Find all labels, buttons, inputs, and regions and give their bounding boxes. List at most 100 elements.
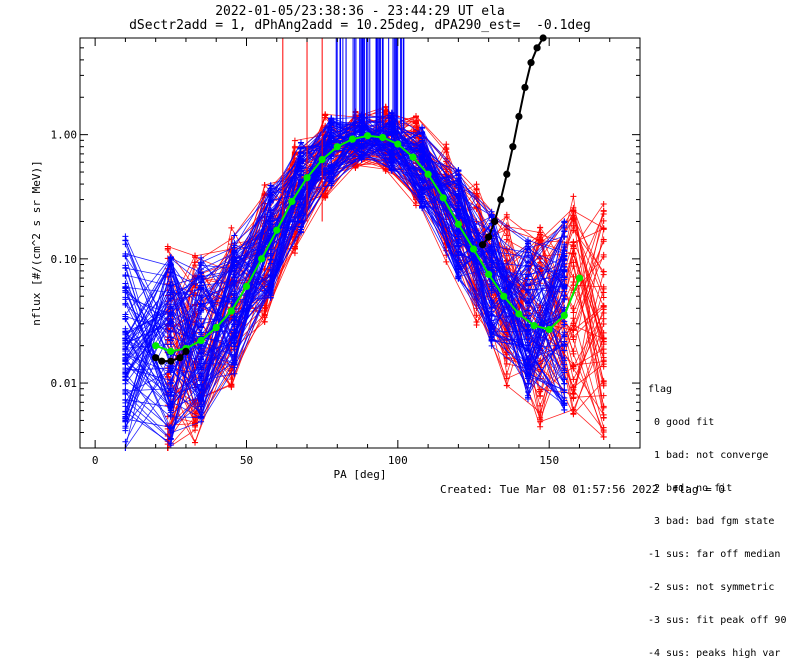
spectrum-point	[388, 158, 395, 165]
spectrum-point	[122, 311, 129, 318]
series-point-0	[439, 194, 447, 202]
spectrum-point	[561, 387, 568, 394]
spectrum-point	[488, 297, 495, 304]
series-point-0	[575, 274, 584, 282]
spectrum-point	[192, 439, 199, 446]
spectrum-point	[488, 246, 495, 253]
spectrum-point	[600, 341, 607, 348]
spectrum-point	[297, 144, 304, 151]
spectrum-point	[231, 332, 238, 339]
spectrum-point	[600, 354, 607, 361]
plot-frame	[79, 37, 641, 449]
spectrum-point	[455, 257, 462, 264]
legend-item: -1 sus: far off median	[648, 549, 781, 560]
spectrum-line	[125, 147, 565, 406]
spectrum-point	[600, 251, 607, 258]
spectrum-point	[570, 243, 577, 250]
spectrum-point	[525, 282, 531, 289]
spectrum-point	[561, 394, 568, 401]
spectrum-point	[570, 363, 577, 370]
spectrum-point	[600, 329, 607, 336]
spectrum-line	[125, 124, 565, 390]
spectrum-point	[231, 339, 238, 346]
spectrum-point	[164, 245, 171, 252]
spectrum-point	[122, 351, 129, 358]
spectrum-point	[570, 227, 577, 234]
spectrum-point	[167, 319, 174, 326]
series-point-0	[545, 325, 553, 334]
spectrum-point	[198, 260, 205, 267]
series-point-0	[469, 245, 478, 253]
spectrum-point	[525, 312, 531, 319]
spectrum-point	[561, 380, 568, 387]
spectrum-point	[600, 335, 607, 342]
spectrum-point	[455, 230, 462, 237]
spectrum-point	[198, 266, 205, 273]
spectrum-point	[413, 124, 419, 131]
series-point-2	[497, 195, 505, 204]
spectrum-point	[561, 256, 568, 263]
spectrum-point	[291, 245, 298, 252]
series-point-1	[152, 354, 160, 362]
spectrum-point	[600, 217, 607, 224]
spectrum-point	[228, 224, 235, 231]
spectrum-point	[122, 328, 129, 335]
series-point-0	[409, 153, 417, 161]
spectrum-point	[600, 200, 607, 207]
series-point-0	[348, 135, 357, 143]
spectrum-point	[297, 210, 304, 217]
spectrum-point	[358, 142, 365, 149]
spectrum-point	[600, 289, 607, 296]
spectrum-point	[388, 149, 395, 156]
spectrum-point	[525, 258, 531, 265]
spectrum-point	[328, 163, 335, 170]
series-point-0	[394, 140, 402, 148]
spectrum-point	[122, 360, 129, 367]
spectrum-point	[198, 364, 205, 371]
series-point-0	[258, 255, 266, 263]
spectrum-point	[167, 369, 174, 376]
spectrum-point	[473, 185, 480, 192]
spectrum-point	[358, 152, 365, 159]
spectrum-point	[503, 360, 510, 367]
spectrum-point	[525, 363, 531, 370]
spectrum-point	[419, 196, 426, 203]
spectrum-point	[267, 217, 274, 224]
spectrum-point	[231, 297, 238, 304]
spectrum-point	[231, 267, 238, 274]
spectrum-point	[328, 120, 335, 127]
spectrum-point	[488, 258, 495, 265]
spectrum-point	[488, 287, 495, 294]
spectrum-point	[561, 244, 568, 251]
spectrum-point	[231, 232, 238, 239]
series-point-0	[424, 170, 432, 178]
spectrum-point	[267, 206, 274, 213]
series-point-2	[509, 143, 517, 151]
y-tick-label: 0.10	[51, 253, 78, 266]
spectrum-point	[297, 218, 304, 225]
spectrum-point	[561, 361, 568, 368]
spectrum-point	[388, 128, 395, 135]
x-tick-label: 0	[92, 454, 99, 467]
spectrum-point	[488, 281, 495, 288]
spectrum-point	[322, 194, 329, 201]
spectrum-point	[537, 409, 544, 416]
spectrum-point	[503, 211, 510, 218]
fit-series-layer	[152, 34, 584, 365]
spectrum-point	[297, 228, 304, 235]
series-point-1	[167, 357, 175, 365]
series-point-1	[158, 357, 166, 365]
spectrum-point	[388, 119, 395, 126]
spectrum-point	[503, 236, 510, 243]
spectrum-point	[167, 425, 174, 432]
spectrum-point	[419, 145, 426, 152]
spectrum-point	[122, 264, 129, 271]
spectrum-point	[413, 113, 419, 120]
spectrum-point	[525, 356, 531, 363]
spectrum-point	[198, 401, 205, 408]
spectrum-point	[167, 380, 174, 387]
spectrum-point	[198, 347, 205, 354]
created-timestamp: Created: Tue Mar 08 01:57:56 2022	[440, 483, 659, 496]
spectrum-point	[600, 414, 607, 421]
spectrum-point	[122, 423, 129, 430]
